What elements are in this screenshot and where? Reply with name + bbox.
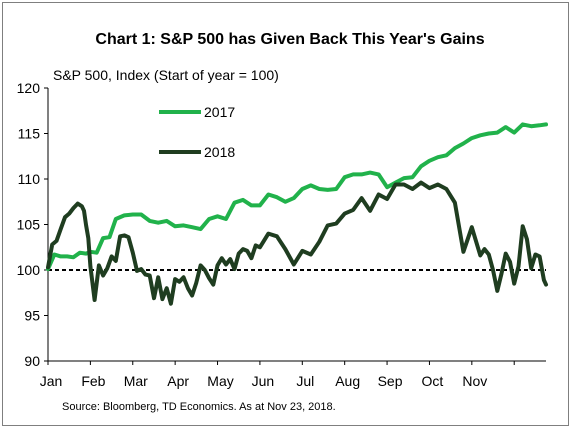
legend: 2017 2018 bbox=[159, 104, 235, 160]
y-tick-label: 100 bbox=[17, 262, 41, 278]
series-line-2018 bbox=[46, 180, 548, 306]
x-tick-label: Jun bbox=[252, 373, 275, 389]
y-tick-label: 90 bbox=[24, 353, 40, 369]
x-tick-label: Nov bbox=[462, 373, 487, 389]
legend-label-2017: 2017 bbox=[204, 104, 235, 120]
y-tick-label: 110 bbox=[18, 171, 41, 187]
y-tick-label: 120 bbox=[17, 80, 41, 96]
x-tick-label: Oct bbox=[422, 373, 444, 389]
x-tick-label: Aug bbox=[335, 373, 360, 389]
y-tick-label: 115 bbox=[18, 126, 41, 142]
source-note: Source: Bloomberg, TD Economics. As at N… bbox=[62, 401, 336, 413]
x-tick-label: Feb bbox=[81, 373, 105, 389]
x-tick-label: Mar bbox=[124, 373, 148, 389]
y-axis-label: S&P 500, Index (Start of year = 100) bbox=[53, 67, 279, 83]
y-tick-label: 105 bbox=[17, 217, 41, 233]
legend-label-2018: 2018 bbox=[204, 144, 235, 160]
x-tick-label: Jul bbox=[296, 373, 314, 389]
x-tick-label: Jan bbox=[40, 373, 63, 389]
chart-title: Chart 1: S&P 500 has Given Back This Yea… bbox=[95, 31, 484, 48]
plot-area: 90 95 100 105 110 115 120 Jan Feb Mar Apr May Jun Jul… bbox=[17, 80, 548, 389]
x-tick-label: Sep bbox=[378, 373, 403, 389]
series-line-2017 bbox=[46, 122, 548, 272]
x-tick-label: May bbox=[207, 373, 233, 389]
x-tick-label: Apr bbox=[167, 373, 189, 389]
chart-frame bbox=[2, 2, 569, 426]
y-tick-label: 95 bbox=[24, 308, 40, 324]
